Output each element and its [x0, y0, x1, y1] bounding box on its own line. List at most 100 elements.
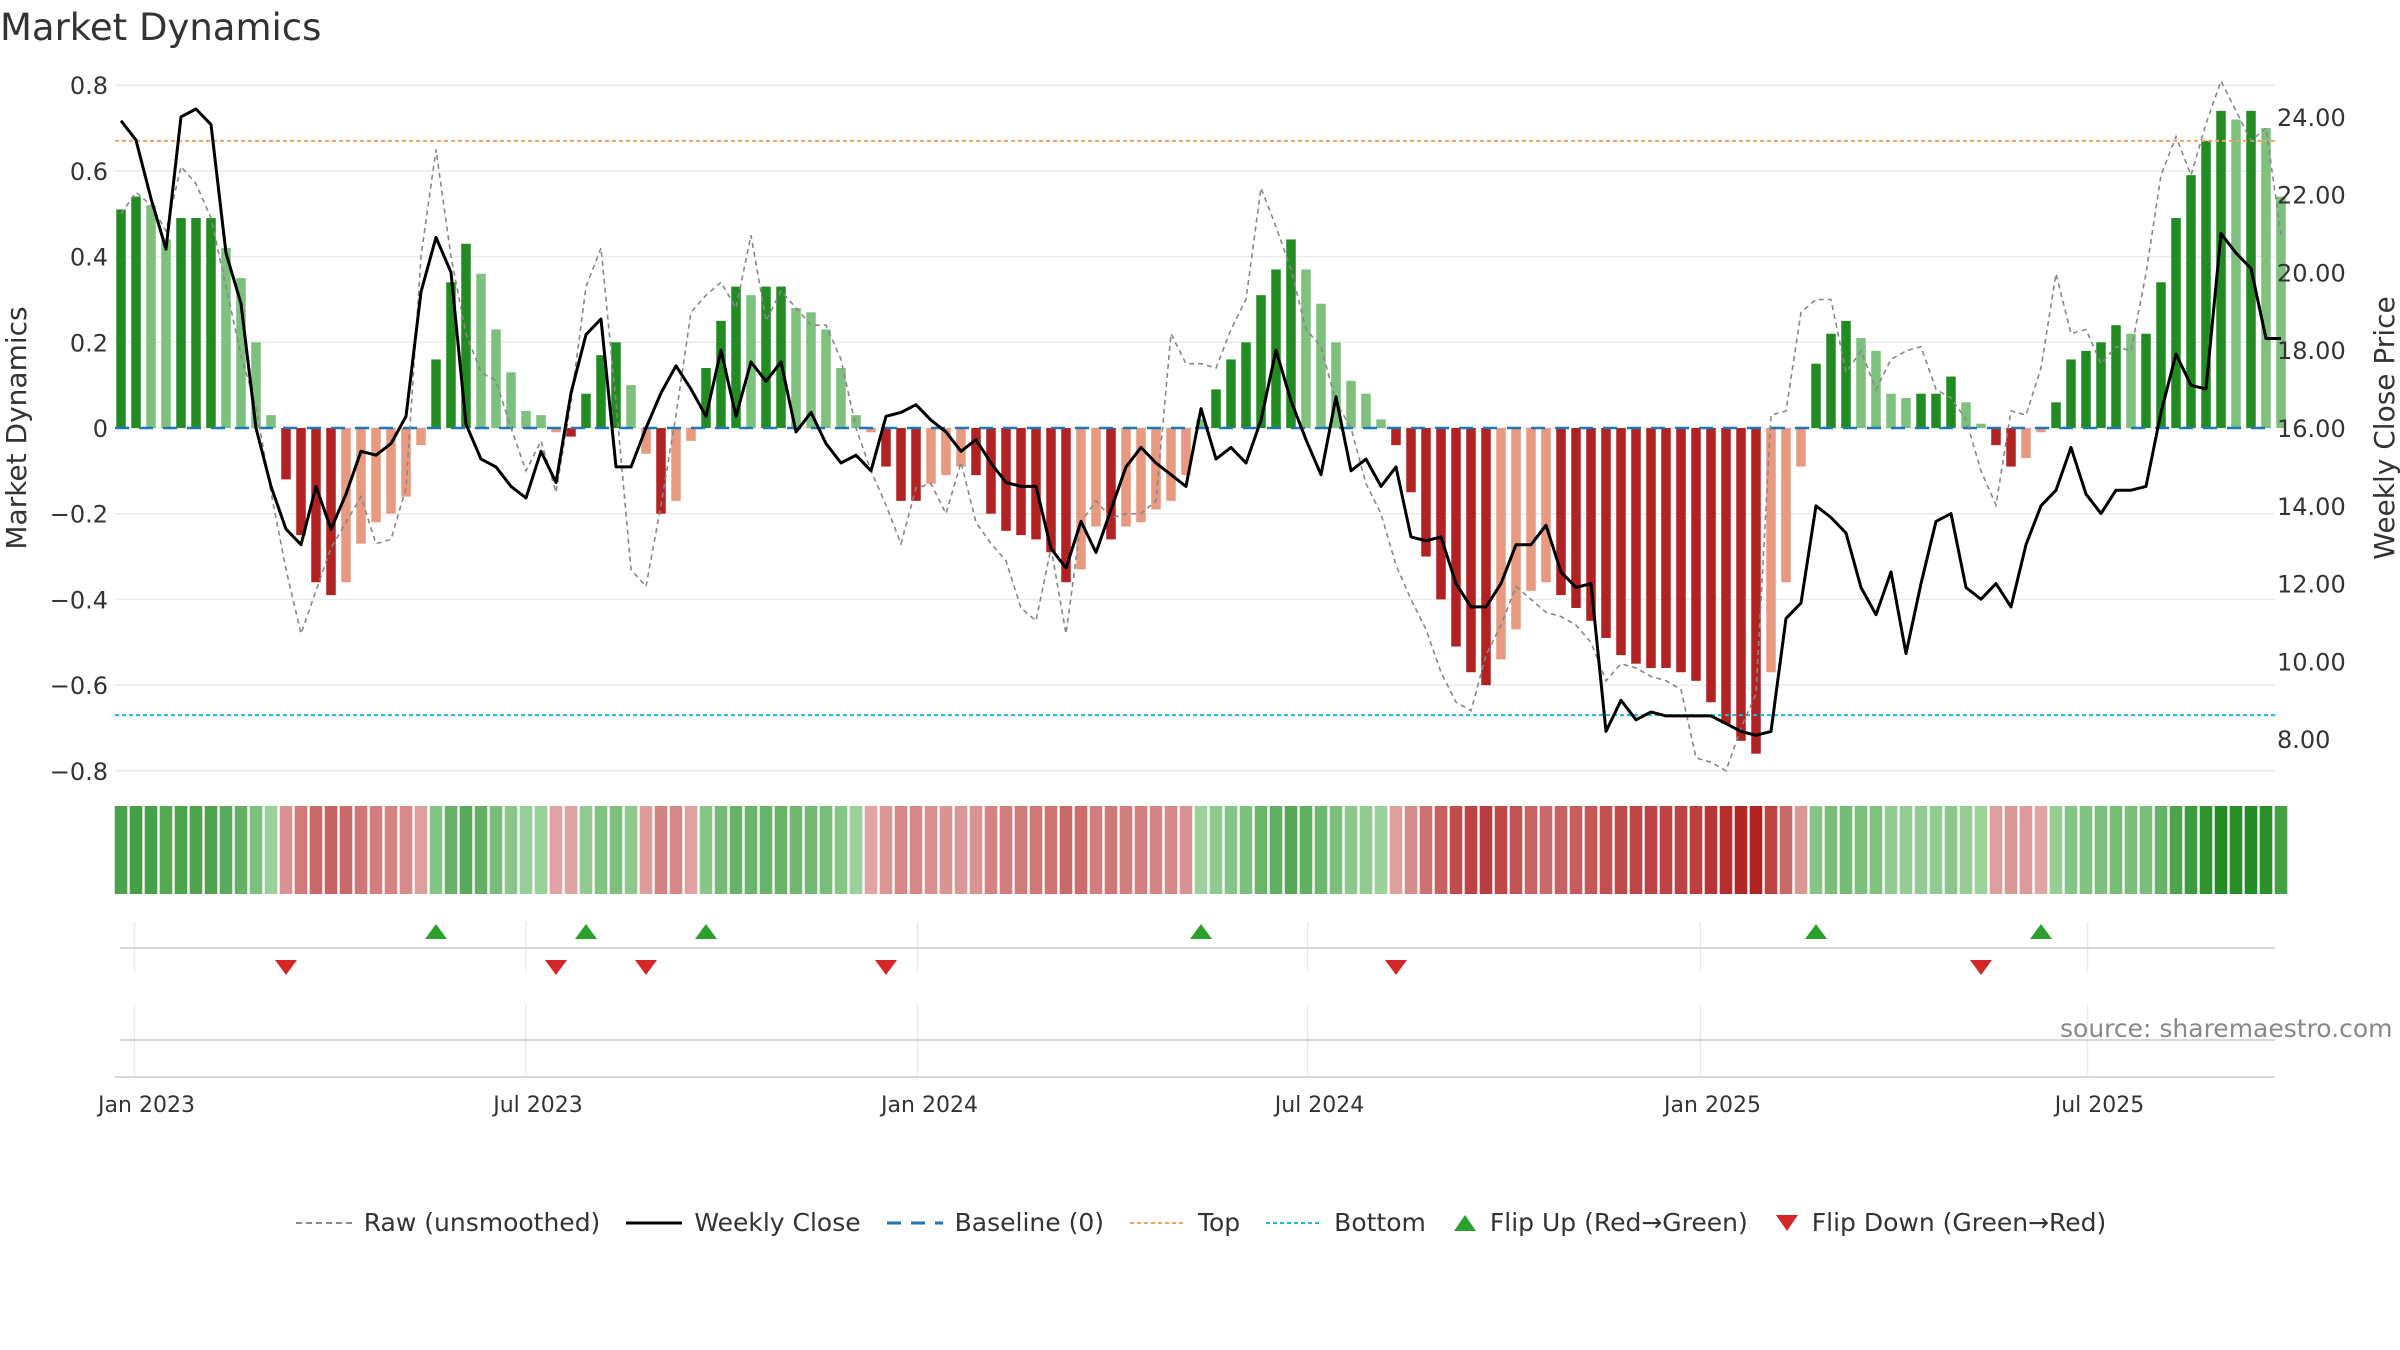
dynamics-bar	[671, 428, 681, 501]
dynamics-bar	[1241, 342, 1251, 428]
strip-cell	[1479, 806, 1493, 894]
strip-cell	[459, 806, 473, 894]
strip-cell	[1929, 806, 1943, 894]
strip-cell	[189, 806, 203, 894]
strip-cell	[609, 806, 623, 894]
dynamics-bar	[941, 428, 951, 476]
strip-cell	[1569, 806, 1583, 894]
strip-cell	[1059, 806, 1073, 894]
strip-cell	[1689, 806, 1703, 894]
strip-cell	[2139, 806, 2153, 894]
dynamics-bar	[581, 393, 591, 428]
strip-cell	[294, 806, 308, 894]
strip-cell	[924, 806, 938, 894]
strip-cell	[204, 806, 218, 894]
strip-cell	[834, 806, 848, 894]
strip-cell	[2214, 806, 2228, 894]
dynamics-bar	[476, 273, 486, 428]
dynamics-bar	[1991, 428, 2001, 446]
dynamics-bar	[161, 239, 171, 428]
strip-cell	[2094, 806, 2108, 894]
strip-cell	[909, 806, 923, 894]
strip-cell	[1179, 806, 1193, 894]
strip-cell	[1974, 806, 1988, 894]
dynamics-bar	[2051, 402, 2061, 428]
strip-cell	[654, 806, 668, 894]
strip-cell	[849, 806, 863, 894]
strip-cell	[624, 806, 638, 894]
dynamics-bar	[551, 428, 561, 433]
dynamics-bar	[1031, 428, 1041, 540]
strip-cell	[2244, 806, 2258, 894]
dynamics-bar	[2216, 110, 2226, 428]
dynamics-bar	[791, 308, 801, 428]
dynamics-bar	[446, 282, 456, 428]
dynamics-bar	[626, 385, 636, 428]
dynamics-bar	[1661, 428, 1671, 668]
strip-cell	[1464, 806, 1478, 894]
strip-cell	[864, 806, 878, 894]
dynamics-bar	[1616, 428, 1626, 656]
strip-cell	[1554, 806, 1568, 894]
dynamics-bar	[1706, 428, 1716, 703]
strip-cell	[2019, 806, 2033, 894]
flip-down-marker	[875, 960, 897, 975]
strip-cell	[1524, 806, 1538, 894]
strip-cell	[2049, 806, 2063, 894]
dynamics-bar	[401, 428, 411, 497]
strip-cell	[2154, 806, 2168, 894]
dynamics-bar	[2201, 140, 2211, 428]
strip-cell	[1734, 806, 1748, 894]
strip-cell	[324, 806, 338, 894]
dynamics-bar	[1361, 393, 1371, 428]
dynamics-bar	[1961, 402, 1971, 428]
strip-cell	[789, 806, 803, 894]
strip-cell	[759, 806, 773, 894]
weekly-close-line	[119, 107, 2281, 737]
dynamics-bar	[1751, 428, 1761, 754]
strip-cell	[504, 806, 518, 894]
strip-cell	[1704, 806, 1718, 894]
dynamics-bar	[311, 428, 321, 583]
strip-cell	[1344, 806, 1358, 894]
y-tick-label: 0.4	[70, 244, 108, 272]
dynamics-bar	[611, 342, 621, 428]
dynamics-bar	[1601, 428, 1611, 638]
strip-cell	[399, 806, 413, 894]
dynamics-bar	[1571, 428, 1581, 608]
y2-tick-label: 20.00	[2277, 259, 2346, 287]
dynamics-bar	[2261, 128, 2271, 429]
dynamics-bar	[131, 196, 141, 428]
dynamics-bar	[2096, 342, 2106, 428]
dynamics-bar	[1121, 428, 1131, 527]
strip-cell	[1779, 806, 1793, 894]
strip-cell	[219, 806, 233, 894]
strip-cell	[1299, 806, 1313, 894]
dynamics-bars	[116, 110, 2286, 754]
dynamics-bar	[2081, 350, 2091, 428]
dynamics-bar	[1256, 295, 1266, 428]
strip-cell	[129, 806, 143, 894]
y2-tick-label: 10.00	[2277, 648, 2346, 676]
strip-cell	[414, 806, 428, 894]
legend-item-flip-up: Flip Up (Red→Green)	[1450, 1208, 1748, 1237]
y2-axis-label: Weekly Close Price	[2368, 296, 2400, 559]
dynamics-bar	[1376, 419, 1386, 428]
legend-label-baseline: Baseline (0)	[954, 1208, 1104, 1237]
strip-cell	[1269, 806, 1283, 894]
strip-cell	[144, 806, 158, 894]
legend-label-top: Top	[1197, 1208, 1241, 1237]
y-tick-label: 0.2	[70, 329, 108, 357]
strip-cell	[879, 806, 893, 894]
dynamics-bar	[2006, 428, 2016, 467]
strip-cell	[1089, 806, 1103, 894]
strip-cell	[339, 806, 353, 894]
dynamics-bar	[1301, 269, 1311, 428]
dynamics-bar	[821, 329, 831, 428]
raw-series-line	[120, 78, 2282, 772]
y-axis-label: Market Dynamics	[0, 306, 33, 549]
strip-cell	[714, 806, 728, 894]
strip-cell	[384, 806, 398, 894]
strip-cell	[1629, 806, 1643, 894]
flip-down-marker	[635, 960, 657, 975]
